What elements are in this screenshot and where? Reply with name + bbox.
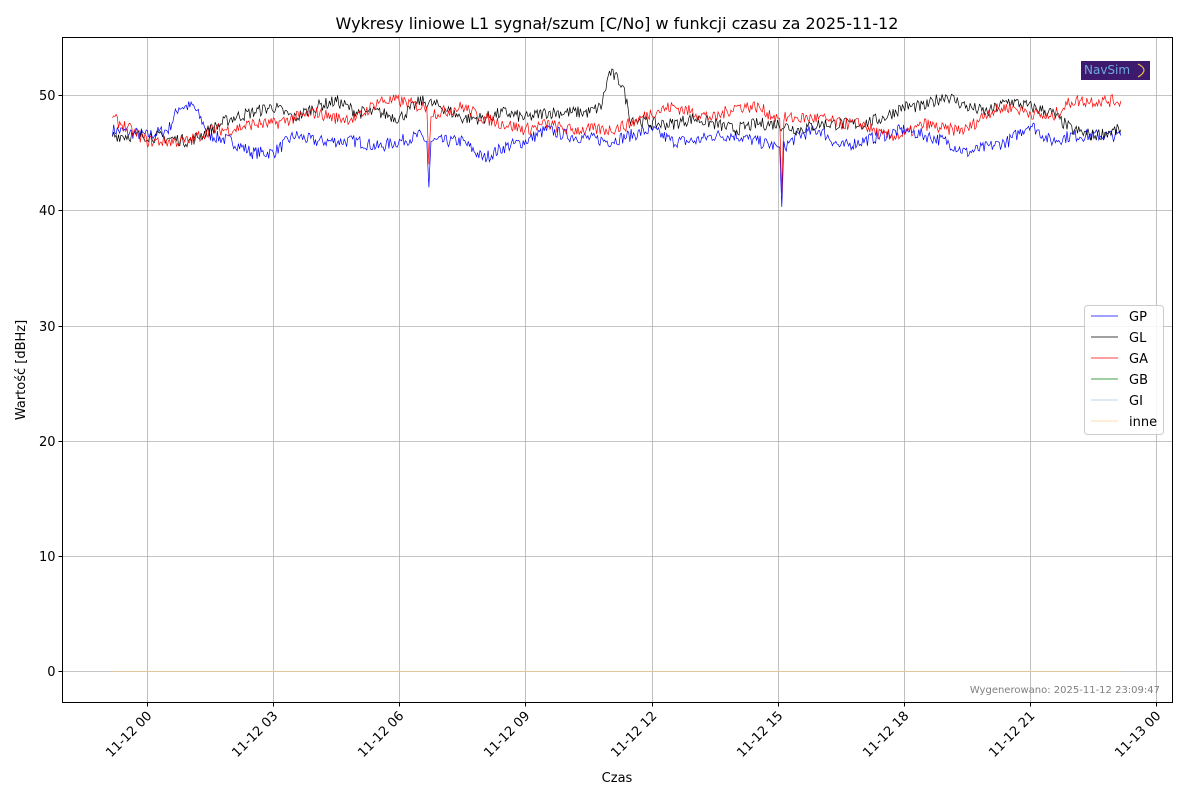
chart-title: Wykresy liniowe L1 sygnał/szum [C/No] w … <box>336 14 899 33</box>
x-axis-label: Czas <box>602 771 633 786</box>
x-tick-label: 11-12 21 <box>986 709 1038 761</box>
logo-text: NavSim <box>1084 63 1130 77</box>
y-axis-label: Wartość [dBHz] <box>14 320 29 420</box>
x-axis: 11-12 00 11-12 03 11-12 06 11-12 09 11-12 12… <box>103 702 1164 761</box>
x-tick-label: 11-13 00 <box>1112 709 1164 761</box>
legend-label-gi: GI <box>1129 394 1143 409</box>
legend-label-inne: inne <box>1129 415 1157 430</box>
plot-frame <box>62 37 1173 703</box>
x-tick-label: 11-12 09 <box>481 709 533 761</box>
x-tick-label: 11-12 12 <box>608 709 660 761</box>
legend-label-gp: GP <box>1129 310 1147 325</box>
y-tick-label: 30 <box>39 320 56 335</box>
legend: GP GL GA GB GI inne <box>1084 305 1164 435</box>
x-tick-label: 11-12 06 <box>355 709 407 761</box>
x-tick-label: 11-12 15 <box>734 709 786 761</box>
y-axis: 0 10 20 30 40 50 <box>39 89 63 680</box>
legend-label-gl: GL <box>1129 331 1147 346</box>
y-tick-label: 0 <box>47 665 55 680</box>
x-tick-label: 11-12 03 <box>229 709 281 761</box>
x-tick-label: 11-12 00 <box>103 709 155 761</box>
grid <box>62 37 1173 703</box>
x-tick-label: 11-12 18 <box>860 709 912 761</box>
legend-box <box>1084 305 1164 435</box>
series-line-ga <box>112 93 1122 194</box>
legend-label-gb: GB <box>1129 373 1148 388</box>
y-tick-label: 50 <box>39 89 56 104</box>
series-line-gp <box>112 100 1122 207</box>
navsim-logo: NavSim <box>1081 61 1150 80</box>
y-tick-label: 20 <box>39 435 56 450</box>
legend-label-ga: GA <box>1129 352 1148 367</box>
series-line-gl <box>112 68 1122 148</box>
y-tick-label: 40 <box>39 204 56 219</box>
generated-annotation: Wygenerowano: 2025-11-12 23:09:47 <box>970 685 1160 696</box>
series-group <box>112 68 1122 672</box>
y-tick-label: 10 <box>39 550 56 565</box>
